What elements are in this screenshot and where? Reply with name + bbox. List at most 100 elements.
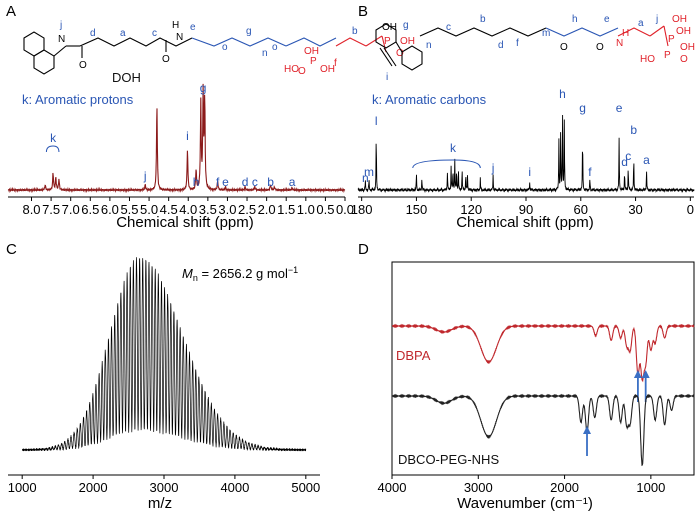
panel-d-plot: 4000 3000 2000 1000 xyxy=(378,261,695,495)
peak-label-b: b xyxy=(630,123,637,137)
x-tick-label: 6.5 xyxy=(81,202,99,217)
x-tick-label: 5.5 xyxy=(120,202,138,217)
mol-b-label: P xyxy=(668,34,675,45)
mol-a-label: n xyxy=(262,48,268,59)
mol-b-label: b xyxy=(480,14,486,25)
x-tick-label: 1.0 xyxy=(297,202,315,217)
x-tick-label: 7.0 xyxy=(62,202,80,217)
panel-b-annotation: k: Aromatic carbons xyxy=(372,92,487,107)
panel-a-xlabel: Chemical shift (ppm) xyxy=(116,214,254,231)
aromatic-bracket xyxy=(45,145,60,153)
mol-a-label: e xyxy=(190,22,196,33)
series-label-dbpa: DBPA xyxy=(396,348,431,363)
mol-a-label: OH xyxy=(320,64,335,75)
mol-b-label: h xyxy=(572,14,578,25)
mol-a-label: f xyxy=(334,58,337,69)
x-tick-label: 8.0 xyxy=(22,202,40,217)
mol-b-label: a xyxy=(638,18,644,29)
peak-label-e: e xyxy=(222,175,229,189)
panel-c: C Mn = 2656.2 g mol−1 1000 2000 3000 4000 50… xyxy=(6,241,320,512)
mol-a-label: O xyxy=(396,48,404,59)
peak-label-c: c xyxy=(252,175,258,189)
x-tick-label: 7.5 xyxy=(42,202,60,217)
x-tick-label: 3.5 xyxy=(199,202,217,217)
panel-c-plot: 1000 2000 3000 4000 5000 xyxy=(8,257,320,495)
mol-b-label: OH xyxy=(676,26,691,37)
panel-c-annotation: Mn = 2656.2 g mol−1 xyxy=(182,265,298,283)
x-tick-label: 4000 xyxy=(220,480,249,495)
peak-label-d: d xyxy=(621,155,628,169)
panel-b-molecule-labels: g n c b d f m N H h e a j OH O O P OH OH… xyxy=(386,14,695,83)
mol-a-label: o xyxy=(272,42,278,53)
peak-label-a: a xyxy=(289,175,296,189)
panel-a: A j d a c e H N O O g n xyxy=(6,3,415,231)
mol-a-label: O xyxy=(298,66,306,77)
x-tick-label: 2.0 xyxy=(258,202,276,217)
x-tick-label: 180 xyxy=(351,202,373,217)
panel-b: B g n c b d f m N H h e a j OH xyxy=(351,3,695,231)
mol-b-label: g xyxy=(403,20,409,31)
mol-a-label: P xyxy=(310,56,317,67)
band-arrow-head xyxy=(583,426,592,434)
mol-a-label: H xyxy=(172,20,179,31)
mol-a-label: a xyxy=(120,28,126,39)
peak-label-e: e xyxy=(616,101,623,115)
aromatic-bracket xyxy=(412,159,481,169)
x-tick-label: 4000 xyxy=(378,480,407,495)
mol-a-label: OH xyxy=(382,22,397,33)
mol-a-label: OH xyxy=(400,36,415,47)
peak-label-d: d xyxy=(242,175,249,189)
peak-label-h: h xyxy=(193,175,200,189)
mol-a-label: d xyxy=(90,28,96,39)
nmr-13c-trace xyxy=(357,114,695,194)
mol-b-label: n xyxy=(426,40,432,51)
x-tick-label: 2.5 xyxy=(238,202,256,217)
panel-b-plot: 180 150 120 90 60 30 0 nm l k j i hg f e dcb a xyxy=(351,87,695,217)
mol-b-label: OH xyxy=(672,14,687,25)
panel-b-letter: B xyxy=(358,3,368,20)
mol-a-label: O xyxy=(162,54,170,65)
mol-b-label: f xyxy=(516,38,519,49)
mol-a-label: N xyxy=(176,32,183,43)
x-tick-label: 3000 xyxy=(464,480,493,495)
plot-frame xyxy=(391,261,695,476)
x-tick-label: 0 xyxy=(687,202,694,217)
peak-label-m: m xyxy=(364,165,374,179)
panel-a-letter: A xyxy=(6,3,16,20)
mol-a-label: P xyxy=(384,36,391,47)
mol-a-label: o xyxy=(222,42,228,53)
band-arrow-head xyxy=(633,370,642,378)
panel-a-molecule xyxy=(23,31,387,75)
panel-a-molecule-labels: j d a c e H N O O g n o o f b OH OH HO P… xyxy=(58,20,415,77)
x-tick-label: 90 xyxy=(519,202,533,217)
mol-a-label: O xyxy=(79,60,87,71)
peak-label-h: h xyxy=(559,87,566,101)
peak-label-j: j xyxy=(491,161,495,175)
x-tick-label: 2000 xyxy=(79,480,108,495)
ftir-trace-dbpa xyxy=(391,323,695,383)
x-tick-label: 5.0 xyxy=(140,202,158,217)
peak-label-c: c xyxy=(625,149,631,163)
mol-b-label: m xyxy=(542,28,550,39)
panel-c-xlabel: m/z xyxy=(148,495,172,512)
mol-a-label: b xyxy=(352,26,358,37)
panel-c-letter: C xyxy=(6,241,17,258)
series-label-dbco-peg-nhs: DBCO-PEG-NHS xyxy=(398,452,499,467)
x-tick-label: 1.5 xyxy=(277,202,295,217)
peak-label-a: a xyxy=(643,153,650,167)
mol-b-label: H xyxy=(622,28,629,39)
mol-b-label: j xyxy=(655,14,658,25)
peak-label-f: f xyxy=(588,165,592,179)
mol-b-label: O xyxy=(596,42,604,53)
peak-label-l: l xyxy=(375,114,378,128)
x-tick-label: 4.0 xyxy=(179,202,197,217)
x-tick-label: 1000 xyxy=(636,480,665,495)
panel-b-molecule xyxy=(375,23,669,71)
x-tick-label: 60 xyxy=(574,202,588,217)
peak-label-i: i xyxy=(528,165,531,179)
mol-b-label: i xyxy=(386,72,388,83)
mol-b-label: N xyxy=(616,38,623,49)
panel-a-plot: 8.0 7.5 7.0 6.5 6.0 5.5 5.0 4.5 4.0 3.5 3.0 2.5 2.0 1… xyxy=(7,81,354,217)
peak-label-n: n xyxy=(362,171,369,185)
peak-label-g: g xyxy=(579,101,586,115)
